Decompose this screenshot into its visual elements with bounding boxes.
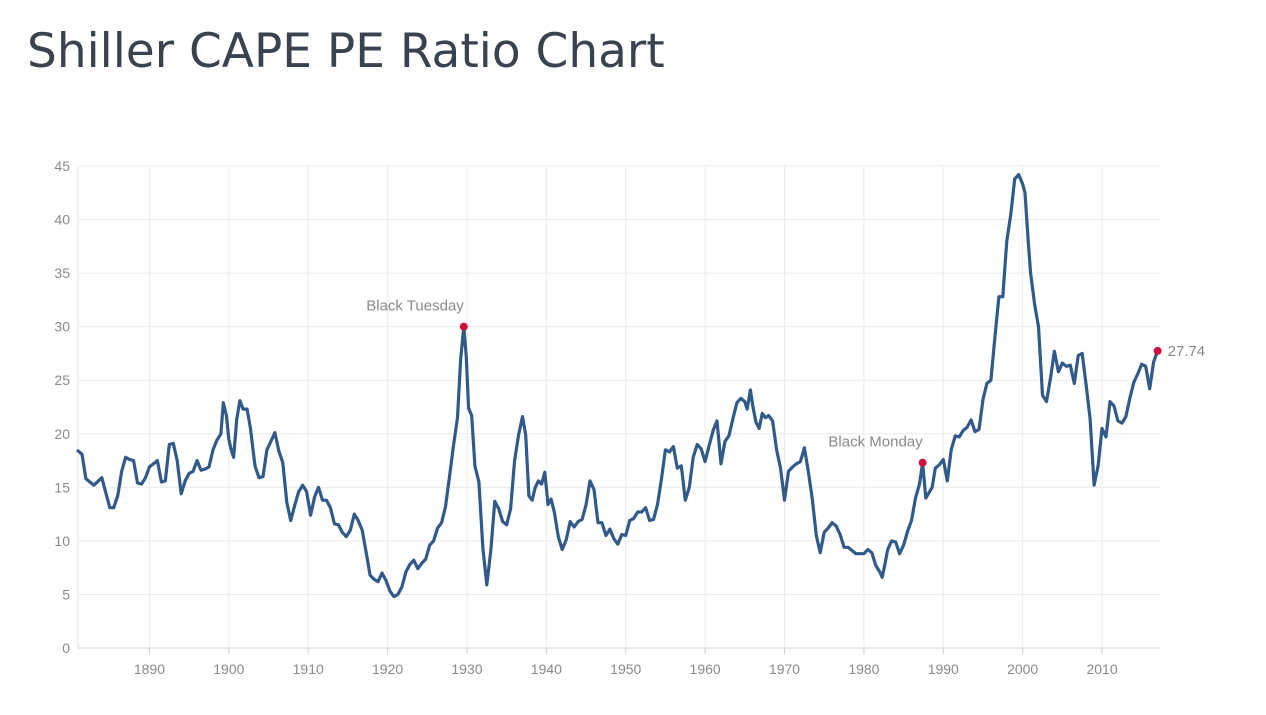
x-axis-ticks: 1890 1900 1910 1920 1930 1940 1950 1960 1970 1980… <box>134 661 1118 677</box>
annotation-label: Black Tuesday <box>366 298 464 315</box>
y-tick-label: 30 <box>54 319 70 335</box>
y-tick-label: 40 <box>54 212 70 228</box>
x-tick-label: 1960 <box>690 661 721 677</box>
x-tick-label: 1940 <box>531 661 562 677</box>
x-tick-label: 1950 <box>610 661 641 677</box>
y-tick-label: 0 <box>62 640 70 656</box>
x-tick-label: 1990 <box>928 661 959 677</box>
annotation-marker <box>459 322 468 331</box>
x-tick-label: 2000 <box>1007 661 1038 677</box>
y-tick-label: 20 <box>54 426 70 442</box>
x-tick-label: 1920 <box>372 661 403 677</box>
annotation-label: 27.74 <box>1168 343 1206 360</box>
series-layer <box>76 173 1160 599</box>
x-tick-label: 1900 <box>213 661 244 677</box>
x-tick-label: 1970 <box>769 661 800 677</box>
y-tick-label: 5 <box>62 586 70 602</box>
page-title: Shiller CAPE PE Ratio Chart <box>27 24 665 79</box>
series-line-cape <box>76 173 1160 599</box>
y-tick-label: 25 <box>54 372 70 388</box>
annotation-layer: Black Tuesday Black Monday 27.74 <box>366 298 1205 467</box>
annotation-marker <box>1153 346 1162 355</box>
annotation-label: Black Monday <box>828 434 923 451</box>
y-tick-label: 10 <box>54 533 70 549</box>
x-tick-label: 2010 <box>1086 661 1117 677</box>
chart-grid <box>77 165 1160 654</box>
x-tick-label: 1980 <box>848 661 879 677</box>
x-tick-label: 1890 <box>134 661 165 677</box>
y-tick-label: 45 <box>54 158 70 174</box>
y-axis-ticks: 0 5 10 15 20 25 30 35 40 45 <box>54 158 70 656</box>
y-tick-label: 15 <box>54 479 70 495</box>
annotation-marker <box>918 458 927 467</box>
x-tick-label: 1910 <box>293 661 324 677</box>
x-tick-label: 1930 <box>451 661 482 677</box>
y-tick-label: 35 <box>54 265 70 281</box>
